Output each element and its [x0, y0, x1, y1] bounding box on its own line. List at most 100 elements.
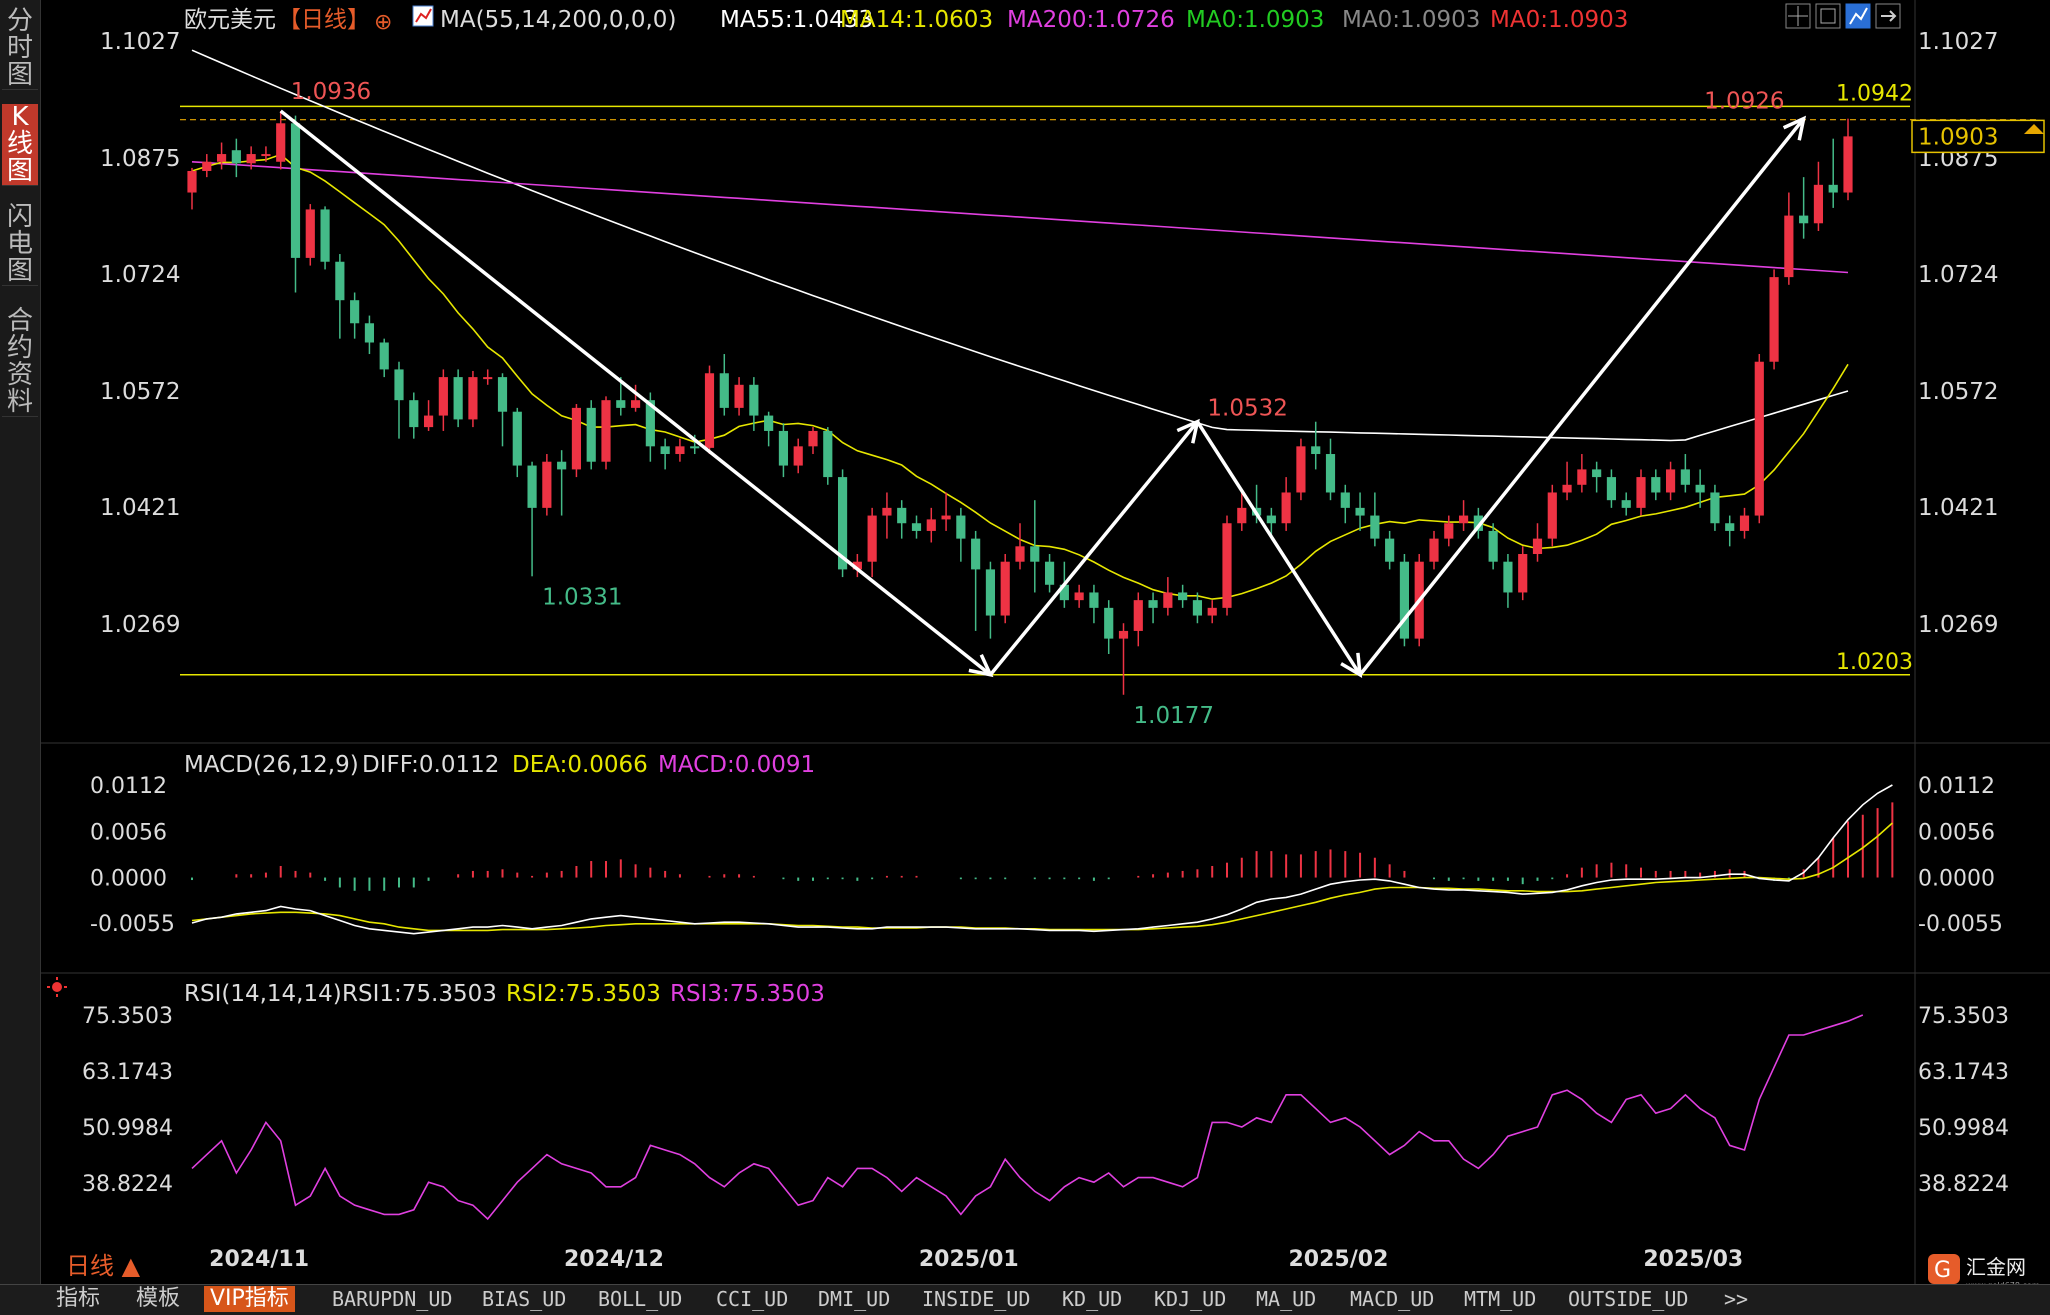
hline-label: 1.0203 [1836, 650, 1913, 675]
x-tick-label: 2025/02 [1289, 1247, 1389, 1272]
indicator-tab-11[interactable]: MA_UD [1256, 1287, 1317, 1311]
candle-body [1651, 477, 1661, 493]
current-price-tag: 1.0903 [1911, 119, 2045, 154]
indicator-tab-1[interactable]: 模板 [136, 1286, 181, 1311]
candle-body [202, 161, 212, 171]
macd-y-tick-right: 0.0056 [1918, 820, 1995, 845]
y-tick-left: 1.0572 [100, 379, 180, 405]
indicator-tab-6[interactable]: CCI_UD [716, 1287, 789, 1311]
crosshair-toggle-icon[interactable]: ⊕ [374, 10, 392, 35]
candle-body [468, 377, 478, 420]
expand-icon[interactable] [1875, 3, 1901, 29]
macd-value: MACD:0.0091 [658, 752, 815, 778]
candle-body [867, 515, 877, 562]
sun-icon[interactable] [47, 977, 67, 997]
indicator-tab-3[interactable]: BARUPDN_UD [332, 1287, 453, 1311]
candle-body [1118, 630, 1129, 639]
candle-body [719, 373, 729, 408]
macd-y-tick-right: 0.0000 [1918, 867, 1995, 892]
layout-icon[interactable] [1785, 3, 1811, 29]
macd-y-tick-right: -0.0055 [1918, 912, 2003, 937]
trend-arrow-line [279, 109, 992, 677]
y-tick-right: 1.0724 [1918, 262, 1998, 288]
candle-body [1503, 561, 1513, 593]
candle-body [246, 154, 256, 164]
candle-body [660, 446, 670, 455]
candle-body [1163, 592, 1173, 608]
candle-body [483, 377, 493, 380]
rsi-y-tick: 75.3503 [82, 1004, 173, 1029]
indicator-tab-7[interactable]: DMI_UD [818, 1287, 891, 1311]
candle-body [305, 209, 315, 258]
sidebar-tab-3[interactable]: 合约资料 [2, 308, 38, 417]
chart-mode-icon[interactable] [1845, 3, 1871, 29]
toolbar [1785, 3, 1901, 29]
candle-body [971, 538, 981, 570]
sidebar-tab-2[interactable]: 闪电图 [2, 204, 38, 286]
candle-body [1178, 592, 1188, 601]
candle-body [438, 377, 448, 416]
candle-body [941, 515, 951, 520]
hline-label: 1.0942 [1836, 81, 1913, 106]
candle-body [1488, 530, 1498, 562]
candle-body [586, 407, 596, 462]
candle-body [423, 415, 434, 428]
candle-body [335, 261, 345, 301]
ma-indicator-icon[interactable] [412, 5, 434, 27]
x-tick-label: 2025/01 [919, 1247, 1019, 1272]
rsi-2: RSI2:75.3503 [506, 981, 661, 1007]
candle-body [1074, 592, 1084, 601]
header-period: 【日线】 [278, 7, 370, 33]
rsi-y-tick-right: 63.1743 [1918, 1060, 2009, 1085]
candle-body [1325, 454, 1336, 493]
candle-body [276, 123, 286, 162]
sidebar-tab-0[interactable]: 分时图 [2, 8, 38, 90]
candle-body [1000, 561, 1010, 616]
candle-body [1340, 492, 1350, 508]
candle-body [1739, 515, 1750, 531]
indicator-tab-2[interactable]: VIP指标 [204, 1286, 295, 1312]
period-label[interactable]: 日线 ▲ [66, 1252, 141, 1280]
candle-body [1606, 477, 1617, 501]
candle-body [1355, 507, 1365, 516]
candle-body [764, 415, 774, 431]
macd-diff: DIFF:0.0112 [362, 752, 499, 778]
trend-arrow-line [1358, 117, 1806, 676]
indicator-tab-8[interactable]: INSIDE_UD [922, 1287, 1031, 1311]
indicator-tab-12[interactable]: MACD_UD [1350, 1287, 1435, 1311]
macd-y-tick: 0.0112 [90, 774, 167, 799]
x-axis-labels: 2024/11 2024/12 2025/01 2025/02 2025/03 [209, 1247, 1743, 1272]
candle-body [571, 407, 582, 470]
candle-body [1266, 515, 1276, 524]
y-tick-right: 1.0269 [1918, 612, 1998, 638]
candle-body [1385, 538, 1395, 562]
indicator-tab-9[interactable]: KD_UD [1062, 1287, 1123, 1311]
candle-body [409, 400, 419, 428]
candle-body [601, 400, 611, 462]
indicator-tab-13[interactable]: MTM_UD [1464, 1287, 1537, 1311]
macd-dea: DEA:0.0066 [512, 752, 648, 778]
candle-body [1665, 469, 1676, 493]
trend-arrows [279, 109, 1807, 679]
horizontal-lines: 1.0942 1.0203 [180, 81, 2040, 676]
candle-body [793, 446, 803, 466]
grid-icon[interactable] [1815, 3, 1841, 29]
y-tick-right: 1.0421 [1918, 495, 1998, 521]
header-symbol: 欧元美元 [184, 7, 276, 33]
candle-body [1458, 515, 1469, 524]
indicator-tab-0[interactable]: 指标 [56, 1286, 101, 1311]
candle-body [645, 400, 655, 447]
rsi-y-tick: 50.9984 [82, 1116, 173, 1141]
candle-body [1281, 492, 1291, 524]
candle-body [542, 461, 552, 508]
candle-body [187, 170, 197, 193]
indicator-tab-10[interactable]: KDJ_UD [1154, 1287, 1227, 1311]
indicator-tab-14[interactable]: OUTSIDE_UD [1568, 1287, 1689, 1311]
indicator-tab-4[interactable]: BIAS_UD [482, 1287, 567, 1311]
price-alert-icon[interactable] [2024, 124, 2044, 134]
indicator-tab-15[interactable]: >> [1724, 1287, 1749, 1311]
indicator-tab-5[interactable]: BOLL_UD [598, 1287, 683, 1311]
